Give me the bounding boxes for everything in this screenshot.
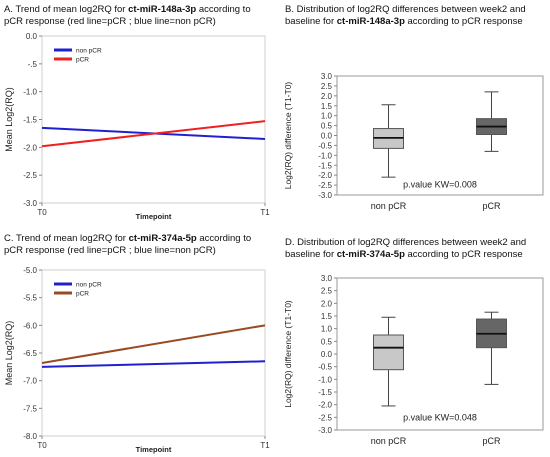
y-tick-label: 1.0 bbox=[321, 112, 333, 121]
panel-b-title: B. Distribution of log2RQ differences be… bbox=[285, 4, 547, 28]
panel-a-title-post: according to pCR response (red line=pCR … bbox=[4, 4, 251, 27]
y-tick-label: -5.0 bbox=[23, 266, 37, 275]
y-tick-label: -7.5 bbox=[23, 404, 37, 413]
x-category-label: pCR bbox=[482, 436, 501, 446]
y-tick-label: -2.0 bbox=[318, 401, 332, 410]
x-tick-label: T1 bbox=[260, 441, 270, 450]
y-tick-label: -3.0 bbox=[318, 191, 332, 200]
panel-a-title-pre: A. Trend of mean log2RQ for bbox=[4, 4, 129, 15]
y-tick-label: -8.0 bbox=[23, 432, 37, 441]
x-category-label: non pCR bbox=[371, 436, 407, 446]
panel-c-title-post: according to pCR response (red line=pCR … bbox=[4, 233, 252, 256]
panel-c-title-pre: C. Trend of mean log2RQ for bbox=[4, 233, 129, 244]
y-tick-label: 3.0 bbox=[321, 274, 333, 283]
y-tick-label: -2.0 bbox=[23, 143, 37, 152]
chart-c-line-plot: -5.0 -5.5 -6.0 -6.5 -7.0 -7.5 -8.0T0 T1 Timepoin… bbox=[4, 266, 270, 454]
chart-d-box-plot: 3.0 2.5 2.0 1.5 1.0 0.5 0.0 -0.5 -1.0 -1.5 -2.0 -2.… bbox=[283, 274, 544, 446]
y-tick-label: 2.5 bbox=[321, 287, 333, 296]
y-tick-label: -0.5 bbox=[318, 363, 332, 372]
y-axis-label: Mean Log2(RQ) bbox=[4, 321, 14, 386]
x-tick-label: T1 bbox=[260, 208, 270, 217]
panel-a-title: A. Trend of mean log2RQ for ct-miR-148a-… bbox=[4, 4, 272, 28]
pvalue-annotation: p.value KW=0.048 bbox=[403, 412, 477, 422]
y-axis-label: Log2(RQ) difference (T1-T0) bbox=[283, 300, 293, 408]
y-tick-label: 1.5 bbox=[321, 312, 333, 321]
chart-b-box-plot: 3.02.52.01.51.00.50.0-0.5-1.0-1.5-2.0-2.… bbox=[283, 72, 544, 211]
y-tick-label: 1.5 bbox=[321, 102, 333, 111]
y-tick-label: 0.0 bbox=[321, 132, 333, 141]
y-tick-label: -6.0 bbox=[23, 321, 37, 330]
y-tick-label: -0.5 bbox=[318, 141, 332, 150]
panel-c-title: C. Trend of mean log2RQ for ct-miR-374a-… bbox=[4, 233, 272, 257]
y-tick-label: -1.5 bbox=[318, 388, 332, 397]
series-line-pcr bbox=[41, 324, 266, 364]
y-tick-label: -1.0 bbox=[318, 375, 332, 384]
y-axis-label: Log2(RQ) difference (T1-T0) bbox=[283, 82, 293, 190]
x-tick-label: T0 bbox=[37, 441, 47, 450]
panel-d-title-bold: ct-miR-374a-5p bbox=[336, 249, 405, 260]
x-axis-label: Timepoint bbox=[136, 445, 172, 454]
y-tick-label: 3.0 bbox=[321, 72, 333, 81]
y-tick-label: -3.0 bbox=[318, 426, 332, 435]
y-tick-label: -1.0 bbox=[23, 88, 37, 97]
panel-b-title-pre: B. Distribution of log2RQ differences be… bbox=[285, 4, 526, 27]
panel-b-title-post: according to pCR response bbox=[404, 16, 523, 27]
y-axis-label: Mean Log2(RQ) bbox=[4, 87, 14, 152]
legend-label: pCR bbox=[76, 57, 89, 64]
plot-frame bbox=[336, 75, 544, 196]
y-tick-label: -3.0 bbox=[23, 199, 37, 208]
panel-c-title-bold: ct-miR-374a-5p bbox=[128, 233, 197, 244]
series-line-pcr bbox=[41, 120, 266, 148]
y-tick-label: 2.5 bbox=[321, 82, 333, 91]
pvalue-annotation: p.value KW=0.008 bbox=[403, 179, 477, 189]
y-tick-label: -5.5 bbox=[23, 294, 37, 303]
y-tick-label: 0.5 bbox=[321, 337, 333, 346]
y-tick-label: 2.0 bbox=[321, 92, 333, 101]
box-iqr bbox=[373, 334, 404, 371]
panel-d-title-post: according to pCR response bbox=[404, 249, 523, 260]
y-tick-label: 0.5 bbox=[321, 122, 333, 131]
y-tick-label: -1.5 bbox=[318, 161, 332, 170]
y-tick-label: -2.5 bbox=[318, 181, 332, 190]
y-tick-label: -2.5 bbox=[23, 171, 37, 180]
legend-label: non pCR bbox=[76, 48, 102, 55]
legend-label: non pCR bbox=[76, 282, 102, 289]
y-tick-label: -1.5 bbox=[23, 116, 37, 125]
y-tick-label: -2.5 bbox=[318, 413, 332, 422]
y-tick-label: -.5 bbox=[28, 60, 38, 69]
panel-d-title: D. Distribution of log2RQ differences be… bbox=[285, 237, 547, 261]
panel-d-title-pre: D. Distribution of log2RQ differences be… bbox=[285, 237, 527, 260]
legend-label: pCR bbox=[76, 291, 89, 298]
y-tick-label: -7.0 bbox=[23, 377, 37, 386]
x-category-label: non pCR bbox=[371, 201, 407, 211]
y-tick-label: 0.0 bbox=[26, 32, 38, 41]
x-axis-label: Timepoint bbox=[136, 212, 172, 221]
panel-b-title-bold: ct-miR-148a-3p bbox=[336, 16, 405, 27]
x-category-label: pCR bbox=[482, 201, 501, 211]
x-tick-label: T0 bbox=[37, 208, 47, 217]
y-tick-label: -1.0 bbox=[318, 151, 332, 160]
y-tick-label: -6.5 bbox=[23, 349, 37, 358]
y-tick-label: 1.0 bbox=[321, 325, 333, 334]
y-tick-label: -2.0 bbox=[318, 171, 332, 180]
panel-a-title-bold: ct-miR-148a-3p bbox=[128, 4, 197, 15]
y-tick-label: 0.0 bbox=[321, 350, 333, 359]
y-tick-label: 2.0 bbox=[321, 299, 333, 308]
series-line-non-pcr bbox=[41, 360, 266, 368]
plot-frame bbox=[336, 277, 544, 431]
chart-a-line-plot: 0.0 -.5 -1.0 -1.5 -2.0 -2.5 -3.0T0 T1 Timepoint M… bbox=[4, 32, 270, 221]
